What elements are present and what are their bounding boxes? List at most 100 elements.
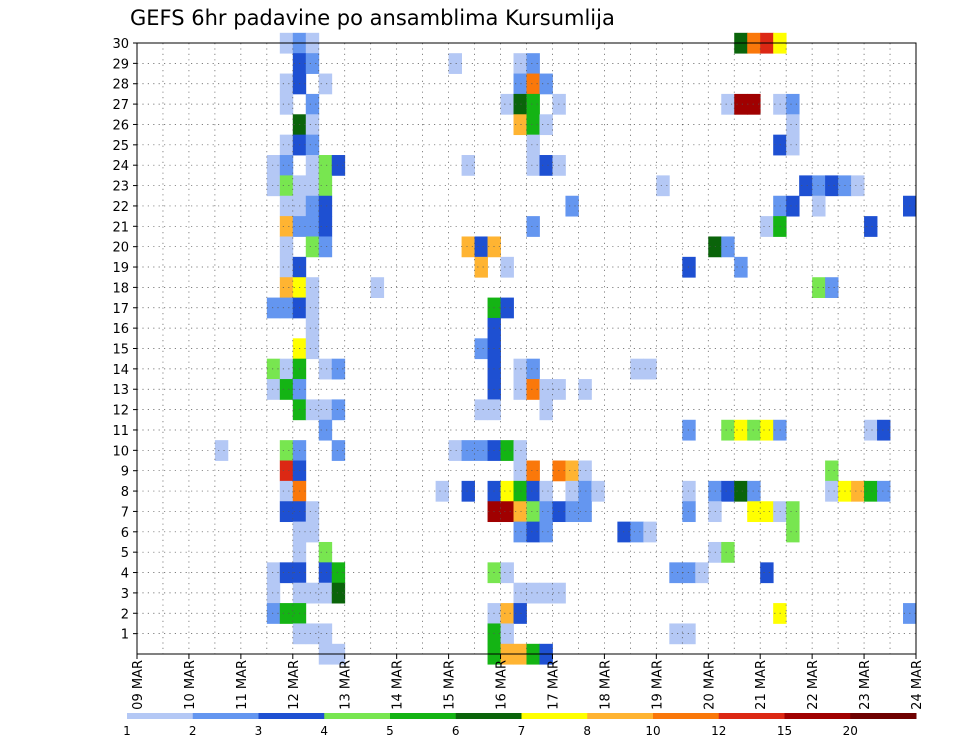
heatmap-cell (864, 216, 878, 237)
y-tick-label: 16 (112, 322, 129, 337)
heatmap-cell (331, 358, 346, 380)
y-tick-label: 26 (112, 118, 129, 133)
heatmap-cell (721, 419, 735, 441)
heatmap-cell (474, 236, 488, 258)
heatmap-cell (851, 175, 865, 197)
heatmap-cell (305, 155, 320, 176)
y-tick-label: 24 (112, 159, 129, 174)
heatmap-cell (539, 379, 553, 400)
heatmap-cell (526, 521, 540, 543)
x-tick-label: 18 MAR (598, 660, 613, 710)
y-tick-label: 22 (112, 200, 129, 215)
y-tick-label: 29 (112, 57, 129, 72)
heatmap-cell (513, 460, 527, 482)
heatmap-cell (526, 155, 540, 176)
legend-label: 6 (452, 724, 460, 738)
y-tick-label: 11 (112, 424, 129, 439)
x-tick-label: 09 MAR (131, 660, 146, 710)
y-axis-ticks: 1234567891011121314151617181920212223242… (112, 37, 137, 643)
heatmap-cell (747, 93, 761, 115)
heatmap-cell (461, 236, 475, 258)
legend-swatch (324, 713, 391, 719)
heatmap-cell (721, 541, 735, 563)
heatmap-cell (565, 501, 579, 523)
heatmap-cell (318, 582, 333, 604)
legend-label: 10 (645, 724, 660, 738)
heatmap-cell (474, 338, 488, 360)
heatmap-cell (266, 562, 281, 584)
heatmap-cell (279, 93, 294, 115)
heatmap-cell (500, 501, 514, 523)
heatmap-cell (669, 562, 683, 584)
heatmap-cell (539, 501, 553, 523)
heatmap-cell (461, 480, 475, 502)
x-axis-ticks: 09 MAR 10 MAR 11 MAR 12 MAR 13 MAR 14 MAR 15 M… (131, 654, 925, 710)
y-tick-label: 10 (112, 444, 129, 459)
x-tick-label: 19 MAR (650, 660, 665, 710)
heatmap-cell (825, 460, 839, 482)
heatmap-cell (513, 501, 527, 523)
heatmap-cell (318, 541, 333, 563)
heatmap-cell (305, 623, 320, 645)
heatmap-cell (526, 93, 540, 115)
y-tick-label: 2 (121, 607, 129, 622)
x-tick-label: 17 MAR (546, 660, 561, 710)
legend-swatch (587, 713, 654, 719)
y-tick-label: 17 (112, 302, 129, 317)
x-tick-label: 22 MAR (806, 660, 821, 710)
heatmap-cell (461, 440, 475, 461)
heatmap-cell (279, 379, 294, 400)
heatmap-cell (331, 440, 346, 461)
heatmap-cell (565, 480, 579, 502)
heatmap-cell (513, 53, 527, 74)
y-tick-label: 12 (112, 404, 129, 419)
y-tick-label: 7 (121, 505, 129, 520)
heatmap-cell (474, 399, 488, 421)
heatmap-cell (305, 582, 320, 604)
legend-swatch (127, 713, 194, 719)
heatmap-cell (513, 521, 527, 543)
heatmap-cell (266, 297, 281, 319)
heatmap-cell (461, 155, 475, 176)
y-tick-label: 5 (121, 546, 129, 561)
color-legend: 1 2 3 4 5 6 7 8 10 12 15 20 (123, 713, 917, 738)
heatmap-cell (526, 582, 540, 604)
heatmap-cell (331, 562, 346, 584)
heatmap-cell (305, 175, 320, 197)
heatmap-cell (760, 562, 774, 584)
x-tick-label: 10 MAR (183, 660, 198, 710)
heatmap-cell (513, 603, 527, 624)
x-tick-label: 12 MAR (287, 660, 302, 710)
heatmap-cell (279, 297, 294, 319)
heatmap-cell (500, 603, 514, 624)
heatmap-cell (747, 419, 761, 441)
x-tick-label: 14 MAR (391, 660, 406, 710)
heatmap-cell (318, 155, 333, 176)
heatmap-cell (526, 379, 540, 400)
heatmap-cell (526, 53, 540, 74)
heatmap-cell (747, 501, 761, 523)
heatmap-cell (279, 134, 294, 156)
heatmap-cell (305, 521, 320, 543)
legend-label: 1 (123, 724, 131, 738)
heatmap-cell (591, 480, 605, 502)
legend-label: 12 (711, 724, 726, 738)
heatmap-cell (305, 317, 320, 339)
y-tick-label: 30 (112, 37, 129, 52)
heatmap-cell (279, 358, 294, 380)
heatmap-cell (305, 297, 320, 319)
heatmap-cell (500, 562, 514, 584)
heatmap-cell (305, 53, 320, 74)
heatmap-cell (864, 480, 878, 502)
y-tick-label: 4 (121, 567, 129, 582)
y-tick-label: 19 (112, 261, 129, 276)
heatmap-cell (539, 399, 553, 421)
heatmap-cell (331, 582, 346, 604)
legend-swatch (850, 713, 917, 719)
heatmap-cell (565, 460, 579, 482)
heatmap-cell (331, 155, 346, 176)
heatmap-cell (825, 175, 839, 197)
y-tick-label: 25 (112, 139, 129, 154)
y-tick-label: 13 (112, 383, 129, 398)
heatmap-cell (539, 73, 553, 95)
